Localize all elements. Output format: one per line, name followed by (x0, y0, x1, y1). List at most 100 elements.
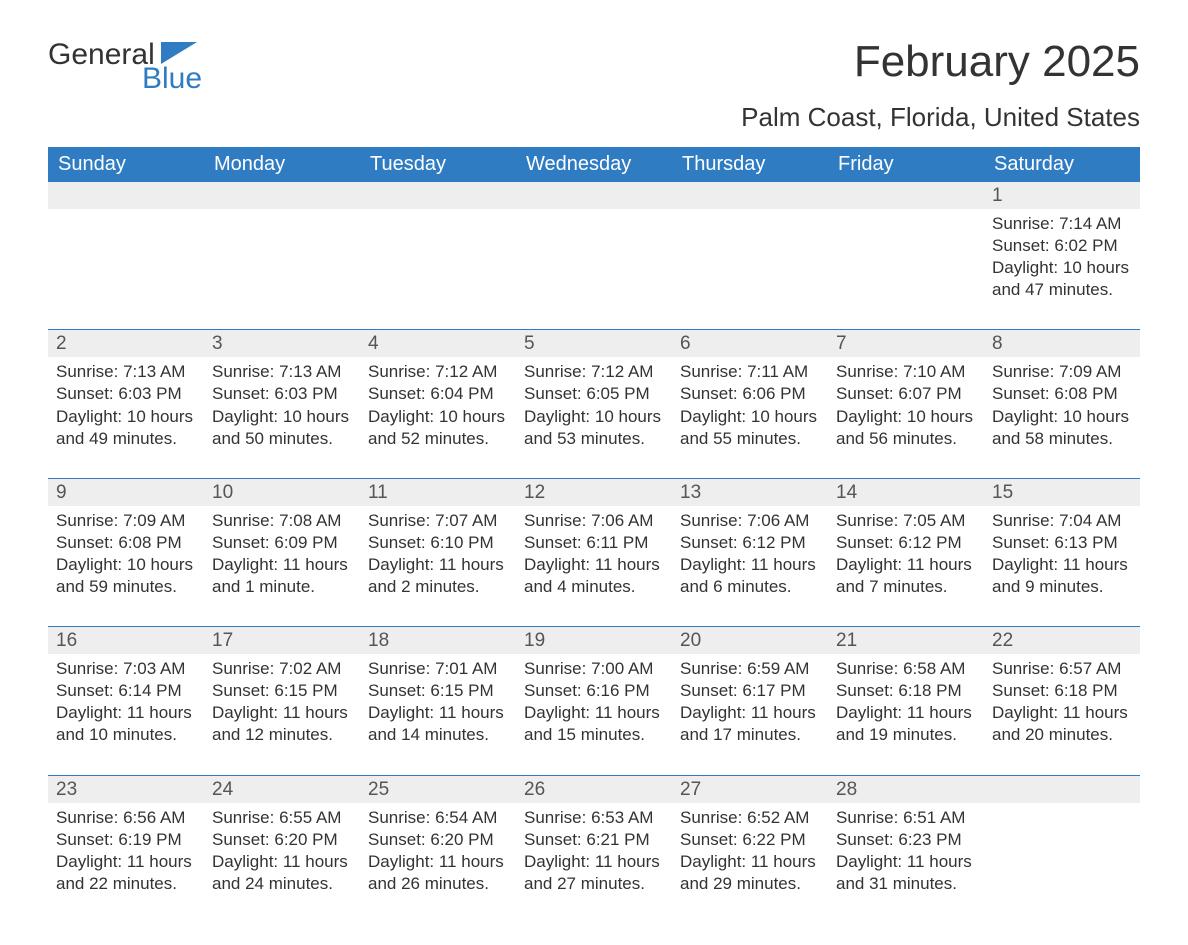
day-number: 7 (828, 330, 984, 357)
daylight-text: Daylight: 10 hours and 47 minutes. (992, 257, 1132, 301)
sunset-text: Sunset: 6:22 PM (680, 829, 820, 851)
daylight-text: Daylight: 10 hours and 49 minutes. (56, 406, 196, 450)
day-cell (984, 803, 1140, 905)
day-header: Friday (828, 147, 984, 182)
day-cell: Sunrise: 7:09 AMSunset: 6:08 PMDaylight:… (984, 357, 1140, 478)
sunrise-text: Sunrise: 6:55 AM (212, 807, 352, 829)
day-detail-row: Sunrise: 7:09 AMSunset: 6:08 PMDaylight:… (48, 506, 1140, 627)
daylight-text: Daylight: 11 hours and 12 minutes. (212, 702, 352, 746)
day-number: 26 (516, 776, 672, 803)
day-header: Wednesday (516, 147, 672, 182)
day-number: 2 (48, 330, 204, 357)
day-cell: Sunrise: 6:57 AMSunset: 6:18 PMDaylight:… (984, 654, 1140, 775)
sunset-text: Sunset: 6:12 PM (836, 532, 976, 554)
day-number (672, 182, 828, 209)
sunrise-text: Sunrise: 7:12 AM (524, 361, 664, 383)
day-number (204, 182, 360, 209)
day-number: 10 (204, 479, 360, 506)
daylight-text: Daylight: 10 hours and 50 minutes. (212, 406, 352, 450)
day-number (984, 776, 1140, 803)
sunrise-text: Sunrise: 7:05 AM (836, 510, 976, 532)
sunset-text: Sunset: 6:20 PM (368, 829, 508, 851)
day-header-row: Sunday Monday Tuesday Wednesday Thursday… (48, 147, 1140, 182)
day-cell: Sunrise: 7:11 AMSunset: 6:06 PMDaylight:… (672, 357, 828, 478)
brand-logo: General Blue (48, 40, 202, 94)
day-cell: Sunrise: 7:08 AMSunset: 6:09 PMDaylight:… (204, 506, 360, 627)
day-detail-row: Sunrise: 7:13 AMSunset: 6:03 PMDaylight:… (48, 357, 1140, 478)
location: Palm Coast, Florida, United States (48, 102, 1140, 133)
day-number: 25 (360, 776, 516, 803)
month-title: February 2025 (854, 40, 1140, 84)
day-cell: Sunrise: 7:13 AMSunset: 6:03 PMDaylight:… (204, 357, 360, 478)
sunset-text: Sunset: 6:13 PM (992, 532, 1132, 554)
sunrise-text: Sunrise: 7:10 AM (836, 361, 976, 383)
sunrise-text: Sunrise: 7:02 AM (212, 658, 352, 680)
day-cell: Sunrise: 7:14 AMSunset: 6:02 PMDaylight:… (984, 209, 1140, 330)
daylight-text: Daylight: 11 hours and 9 minutes. (992, 554, 1132, 598)
day-number (48, 182, 204, 209)
sunrise-text: Sunrise: 7:11 AM (680, 361, 820, 383)
day-cell: Sunrise: 6:59 AMSunset: 6:17 PMDaylight:… (672, 654, 828, 775)
sunrise-text: Sunrise: 7:12 AM (368, 361, 508, 383)
sunrise-text: Sunrise: 7:06 AM (524, 510, 664, 532)
sunrise-text: Sunrise: 6:56 AM (56, 807, 196, 829)
sunset-text: Sunset: 6:05 PM (524, 383, 664, 405)
daylight-text: Daylight: 11 hours and 2 minutes. (368, 554, 508, 598)
sunrise-text: Sunrise: 7:08 AM (212, 510, 352, 532)
day-number: 4 (360, 330, 516, 357)
daylight-text: Daylight: 11 hours and 26 minutes. (368, 851, 508, 895)
sunrise-text: Sunrise: 7:09 AM (992, 361, 1132, 383)
daylight-text: Daylight: 10 hours and 55 minutes. (680, 406, 820, 450)
daylight-text: Daylight: 11 hours and 10 minutes. (56, 702, 196, 746)
sunrise-text: Sunrise: 7:01 AM (368, 658, 508, 680)
day-header: Saturday (984, 147, 1140, 182)
sunset-text: Sunset: 6:16 PM (524, 680, 664, 702)
day-number: 22 (984, 627, 1140, 654)
day-cell: Sunrise: 6:58 AMSunset: 6:18 PMDaylight:… (828, 654, 984, 775)
day-number-row: 232425262728 (48, 776, 1140, 803)
daylight-text: Daylight: 11 hours and 24 minutes. (212, 851, 352, 895)
day-number: 15 (984, 479, 1140, 506)
day-number-row: 1 (48, 182, 1140, 209)
daylight-text: Daylight: 10 hours and 53 minutes. (524, 406, 664, 450)
day-cell (48, 209, 204, 330)
day-cell: Sunrise: 6:52 AMSunset: 6:22 PMDaylight:… (672, 803, 828, 905)
day-number: 27 (672, 776, 828, 803)
day-number: 1 (984, 182, 1140, 209)
day-cell: Sunrise: 6:54 AMSunset: 6:20 PMDaylight:… (360, 803, 516, 905)
sunrise-text: Sunrise: 6:54 AM (368, 807, 508, 829)
sunset-text: Sunset: 6:12 PM (680, 532, 820, 554)
daylight-text: Daylight: 11 hours and 6 minutes. (680, 554, 820, 598)
day-number: 13 (672, 479, 828, 506)
sunset-text: Sunset: 6:09 PM (212, 532, 352, 554)
daylight-text: Daylight: 11 hours and 7 minutes. (836, 554, 976, 598)
day-header: Monday (204, 147, 360, 182)
day-cell: Sunrise: 7:07 AMSunset: 6:10 PMDaylight:… (360, 506, 516, 627)
sunrise-text: Sunrise: 7:13 AM (212, 361, 352, 383)
day-number: 18 (360, 627, 516, 654)
brand-word1: General (48, 40, 155, 70)
daylight-text: Daylight: 11 hours and 31 minutes. (836, 851, 976, 895)
day-cell (828, 209, 984, 330)
day-detail-row: Sunrise: 7:14 AMSunset: 6:02 PMDaylight:… (48, 209, 1140, 330)
day-cell: Sunrise: 7:09 AMSunset: 6:08 PMDaylight:… (48, 506, 204, 627)
day-cell: Sunrise: 7:12 AMSunset: 6:05 PMDaylight:… (516, 357, 672, 478)
sunset-text: Sunset: 6:08 PM (56, 532, 196, 554)
sunset-text: Sunset: 6:18 PM (992, 680, 1132, 702)
day-cell: Sunrise: 7:06 AMSunset: 6:12 PMDaylight:… (672, 506, 828, 627)
sunrise-text: Sunrise: 6:58 AM (836, 658, 976, 680)
day-number: 17 (204, 627, 360, 654)
sunset-text: Sunset: 6:11 PM (524, 532, 664, 554)
header: General Blue February 2025 (48, 40, 1140, 94)
day-cell: Sunrise: 6:51 AMSunset: 6:23 PMDaylight:… (828, 803, 984, 905)
sunrise-text: Sunrise: 6:57 AM (992, 658, 1132, 680)
daylight-text: Daylight: 10 hours and 52 minutes. (368, 406, 508, 450)
day-header: Sunday (48, 147, 204, 182)
sunset-text: Sunset: 6:15 PM (368, 680, 508, 702)
sunset-text: Sunset: 6:08 PM (992, 383, 1132, 405)
sunset-text: Sunset: 6:20 PM (212, 829, 352, 851)
day-number: 24 (204, 776, 360, 803)
sunset-text: Sunset: 6:15 PM (212, 680, 352, 702)
day-number: 19 (516, 627, 672, 654)
day-cell: Sunrise: 7:05 AMSunset: 6:12 PMDaylight:… (828, 506, 984, 627)
